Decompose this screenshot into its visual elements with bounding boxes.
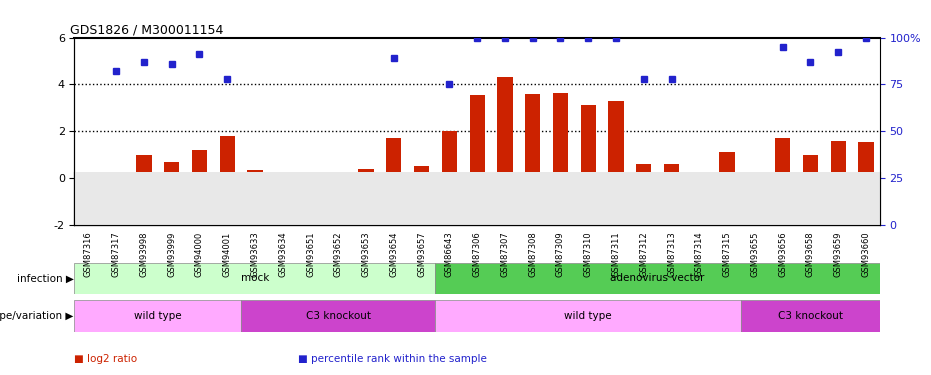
Bar	[664, 164, 679, 178]
Text: infection ▶: infection ▶	[17, 273, 74, 284]
Bar	[414, 166, 429, 178]
Text: mock: mock	[241, 273, 269, 284]
Bar	[636, 164, 652, 178]
Bar	[441, 131, 457, 178]
Bar	[386, 138, 401, 178]
Bar	[497, 77, 513, 178]
Bar	[248, 170, 263, 178]
Bar	[608, 101, 624, 178]
Bar	[436, 262, 880, 294]
Bar	[192, 150, 207, 178]
Text: C3 knockout: C3 knockout	[778, 311, 843, 321]
Text: wild type: wild type	[564, 311, 612, 321]
Bar	[74, 262, 436, 294]
Bar	[136, 154, 152, 178]
Bar	[436, 300, 741, 332]
Bar	[692, 178, 707, 181]
Text: ■ percentile rank within the sample: ■ percentile rank within the sample	[298, 354, 487, 364]
Bar	[241, 300, 436, 332]
Text: adenovirus vector: adenovirus vector	[611, 273, 705, 284]
Text: C3 knockout: C3 knockout	[305, 311, 371, 321]
Text: genotype/variation ▶: genotype/variation ▶	[0, 311, 74, 321]
Bar	[741, 300, 880, 332]
Text: ■ log2 ratio: ■ log2 ratio	[74, 354, 138, 364]
Bar	[525, 94, 540, 178]
Bar	[830, 141, 845, 178]
Bar	[220, 136, 235, 178]
Bar	[803, 154, 818, 178]
Bar	[720, 152, 735, 178]
Bar	[553, 93, 568, 178]
Bar	[358, 169, 373, 178]
Bar	[858, 142, 873, 178]
Text: GDS1826 / M300011154: GDS1826 / M300011154	[71, 23, 223, 36]
Bar	[164, 162, 180, 178]
Bar	[469, 95, 485, 178]
Bar	[581, 105, 596, 178]
Bar	[775, 138, 790, 178]
Bar	[74, 300, 241, 332]
Text: wild type: wild type	[134, 311, 182, 321]
Bar	[331, 178, 346, 179]
Bar	[748, 178, 762, 179]
